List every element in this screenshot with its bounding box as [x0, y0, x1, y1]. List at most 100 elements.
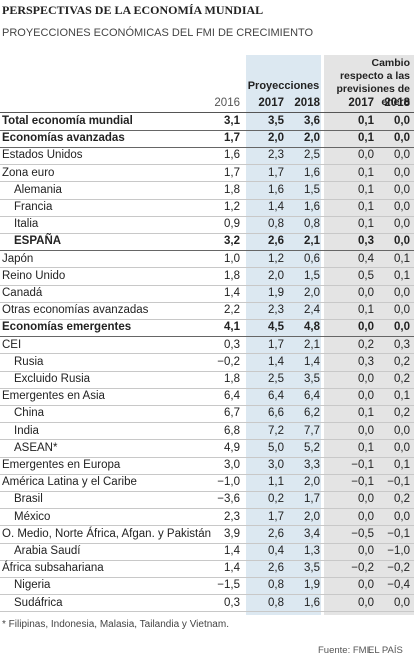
cell: 1,4: [224, 287, 240, 299]
row-rule: [0, 146, 414, 148]
cell: 0,0: [358, 149, 374, 162]
row-label: Otras economías avanzadas: [2, 304, 149, 317]
row-label: CEI: [2, 338, 22, 351]
cell: 0,0: [394, 287, 410, 299]
row-rule: [0, 508, 414, 510]
cell: 0,1: [394, 459, 410, 471]
cell: 0,3: [224, 338, 240, 351]
row-rule: [0, 456, 414, 458]
row-label: Economías emergentes: [2, 321, 132, 334]
cell: 3,5: [304, 562, 320, 575]
cell: −1,5: [217, 579, 240, 592]
cell: 1,8: [224, 269, 240, 282]
row-rule: [0, 353, 414, 355]
row-rule: [0, 473, 414, 475]
cell: 0,8: [268, 218, 284, 231]
cell: 3,9: [224, 527, 240, 540]
cell: 0,0: [358, 596, 374, 609]
cell: 0,1: [358, 441, 374, 454]
row-label: China: [14, 407, 45, 420]
cell: 0,2: [394, 355, 410, 368]
cell: 0,0: [358, 424, 374, 437]
cell: 0,0: [358, 545, 374, 557]
cell: 2,0: [304, 476, 320, 489]
sub-header: 2017: [258, 97, 284, 109]
cell: 2,3: [224, 510, 240, 523]
cell: −1,0: [387, 545, 410, 557]
cell: 1,7: [268, 338, 284, 351]
cell: 2,5: [268, 373, 284, 385]
cell: 1,2: [224, 201, 240, 213]
cell: 7,7: [304, 424, 320, 437]
cell: 0,0: [358, 321, 374, 334]
cell: 7,2: [268, 424, 284, 437]
cell: 1,6: [224, 149, 240, 162]
sub-header: 2017: [348, 97, 374, 109]
cell: 2,5: [304, 149, 320, 162]
row-label: Japón: [2, 252, 34, 265]
cell: 0,0: [394, 441, 410, 454]
source: Fuente: FMI.: [318, 645, 372, 656]
cell: 0,0: [394, 115, 410, 127]
row-label: África subsahariana: [2, 562, 104, 575]
cell: 2,6: [268, 562, 284, 575]
row-rule: [0, 318, 414, 320]
cell: 0,3: [358, 355, 374, 368]
row-rule: [0, 284, 414, 286]
cell: 0,1: [394, 390, 410, 403]
cell: −0,4: [387, 579, 410, 592]
cell: −0,5: [351, 527, 374, 540]
cell: 2,2: [224, 304, 240, 317]
cell: 4,1: [224, 321, 240, 334]
cell: 2,1: [304, 235, 320, 248]
subtitle: PROYECCIONES ECONÓMICAS DEL FMI DE CRECI…: [2, 27, 314, 39]
cell: 3,3: [304, 459, 320, 471]
row-label: Excluido Rusia: [14, 373, 91, 385]
cell: 0,3: [394, 338, 410, 351]
cell: 2,6: [268, 235, 284, 248]
cell: 1,7: [268, 510, 284, 523]
cell: −0,1: [351, 476, 374, 489]
row-rule: [0, 542, 414, 544]
row-rule: [0, 232, 414, 234]
row-rule: [0, 404, 414, 406]
cell: 3,5: [268, 115, 284, 127]
title: PERSPECTIVAS DE LA ECONOMÍA MUNDIAL: [2, 3, 264, 17]
row-rule: [0, 267, 414, 269]
cell: 0,0: [394, 183, 410, 196]
row-rule: [0, 576, 414, 578]
cell: 0,0: [394, 166, 410, 179]
cell: 1,9: [268, 287, 284, 299]
row-label: Sudáfrica: [14, 596, 63, 609]
row-label: Emergentes en Europa: [2, 459, 121, 471]
cell: 0,0: [394, 596, 410, 609]
row-label: México: [14, 510, 51, 523]
cell: 2,3: [268, 149, 284, 162]
row-rule: [0, 250, 414, 252]
cell: 1,8: [224, 183, 240, 196]
cell: 0,0: [358, 493, 374, 506]
row-label: O. Medio, Norte África, Afgan. y Pakistá…: [2, 527, 212, 540]
row-rule: [0, 422, 414, 424]
cell: 0,0: [394, 201, 410, 213]
cell: 0,3: [224, 596, 240, 609]
cell: 0,0: [358, 390, 374, 403]
cell: 4,9: [224, 441, 240, 454]
cell: 0,8: [268, 596, 284, 609]
row-rule: [0, 336, 414, 338]
cell: −0,1: [351, 459, 374, 471]
cell: 0,0: [394, 304, 410, 317]
cell: 2,0: [304, 132, 320, 145]
cell: −0,2: [217, 355, 240, 368]
change-shade: [324, 55, 414, 615]
cell: 6,6: [268, 407, 284, 420]
row-label: América Latina y el Caribe: [2, 476, 137, 489]
row-label: Estados Unidos: [2, 149, 83, 162]
row-label: Zona euro: [2, 166, 55, 179]
proj-header: Proyecciones: [247, 80, 320, 92]
row-label: Nigeria: [14, 579, 51, 592]
cell: 0,1: [358, 166, 374, 179]
cell: 1,4: [224, 562, 240, 575]
cell: 0,1: [358, 218, 374, 231]
cell: −0,1: [387, 527, 410, 540]
